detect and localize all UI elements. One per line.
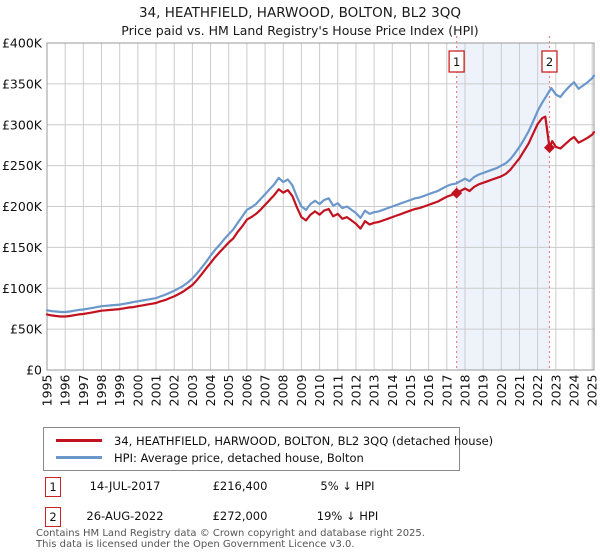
plot-border: [46, 42, 595, 371]
sale-2-price: £272,000: [212, 509, 268, 523]
sale-2-hpi-delta: 19% ↓ HPI: [316, 509, 379, 523]
footer-line-2: This data is licensed under the Open Gov…: [36, 538, 355, 550]
y-tick-label: £350K: [2, 76, 43, 91]
x-tick-label: 2003: [185, 375, 200, 407]
x-tick-label: 2007: [258, 375, 273, 407]
page-subtitle: Price paid vs. HM Land Registry's House …: [121, 23, 479, 38]
x-tick-label: 2014: [385, 374, 400, 406]
y-tick-label: £400K: [2, 36, 43, 51]
legend-item-price-paid: 34, HEATHFIELD, HARWOOD, BOLTON, BL2 3QQ…: [52, 432, 493, 449]
x-tick-label: 2022: [530, 375, 545, 407]
license-footer: Contains HM Land Registry data © Crown c…: [36, 528, 596, 551]
x-tick-label: 2023: [548, 375, 563, 407]
price-paid-line-swatch: [56, 439, 102, 442]
sale-1-price: £216,400: [212, 479, 268, 493]
x-tick-label: 2005: [221, 375, 236, 407]
x-tick-label: 2024: [567, 374, 582, 406]
y-tick-label: £100K: [2, 281, 43, 296]
x-tick-label: 2025: [585, 375, 600, 407]
price-paid-line: [45, 115, 596, 318]
x-tick-label: 2010: [312, 374, 327, 406]
x-tick-label: 1997: [76, 375, 91, 407]
y-tick-label: £200K: [2, 199, 43, 214]
sale-1-badge: 1: [45, 477, 61, 497]
sale-event-row-1: 1 14-JUL-2017 £216,400 5% ↓ HPI: [0, 477, 600, 499]
sale-1-hpi-delta: 5% ↓ HPI: [320, 479, 375, 493]
x-tick-label: 2009: [294, 374, 309, 406]
legend-label-price-paid: 34, HEATHFIELD, HARWOOD, BOLTON, BL2 3QQ…: [114, 433, 494, 448]
x-tick-label: 2016: [421, 374, 436, 406]
sale-2-date: 26-AUG-2022: [86, 509, 164, 523]
y-tick-label: £50K: [10, 322, 43, 337]
sale-marker-diamond-2[interactable]: [543, 142, 555, 154]
sale-number-label-2: 2: [546, 55, 553, 69]
x-tick-label: 2012: [348, 375, 363, 407]
sale-number-box-1[interactable]: [448, 50, 465, 73]
x-tick-label: 2018: [457, 374, 472, 406]
x-tick-label: 1996: [58, 374, 73, 406]
page-title: 34, HEATHFIELD, HARWOOD, BOLTON, BL2 3QQ: [139, 5, 461, 21]
legend-label-hpi: HPI: Average price, detached house, Bolt…: [114, 450, 364, 465]
x-tick-label: 2002: [167, 375, 182, 407]
x-tick-label: 2008: [276, 374, 291, 406]
x-tick-label: 2000: [130, 374, 145, 406]
x-tick-label: 2017: [439, 375, 454, 407]
sale-number-label-1: 1: [453, 55, 460, 69]
footer-line-1: Contains HM Land Registry data © Crown c…: [36, 528, 425, 539]
sale-number-box-2[interactable]: [541, 50, 558, 73]
x-tick-label: 2021: [512, 375, 527, 407]
hpi-line: [45, 74, 596, 314]
x-tick-label: 2001: [149, 375, 164, 407]
x-tick-label: 2004: [203, 374, 218, 406]
x-tick-label: 2019: [476, 374, 491, 406]
x-tick-label: 2015: [403, 375, 418, 407]
legend-item-hpi: HPI: Average price, detached house, Bolt…: [52, 449, 451, 466]
x-tick-label: 1999: [112, 374, 127, 406]
sale-1-date: 14-JUL-2017: [89, 479, 161, 493]
x-tick-label: 1998: [94, 374, 109, 406]
y-tick-label: £300K: [2, 117, 43, 132]
sale-marker-diamond-1[interactable]: [451, 187, 463, 199]
hpi-line-swatch: [56, 456, 102, 459]
x-tick-label: 2013: [367, 375, 382, 407]
x-tick-label: 1995: [40, 375, 55, 407]
y-tick-label: £150K: [2, 240, 43, 255]
y-tick-label: £250K: [2, 158, 43, 173]
x-tick-label: 2020: [494, 374, 509, 406]
chart-legend: 34, HEATHFIELD, HARWOOD, BOLTON, BL2 3QQ…: [43, 427, 493, 471]
price-history-chart: 1 2 £0 £50K £100K £150K £200K £250K £300K £350K £4…: [2, 36, 600, 407]
x-tick-label: 2011: [330, 375, 345, 407]
sale-event-row-2: 2 26-AUG-2022 £272,000 19% ↓ HPI: [0, 507, 600, 529]
x-tick-label: 2006: [239, 374, 254, 406]
y-tick-label: £0: [26, 363, 42, 378]
sale-2-badge: 2: [45, 507, 61, 527]
